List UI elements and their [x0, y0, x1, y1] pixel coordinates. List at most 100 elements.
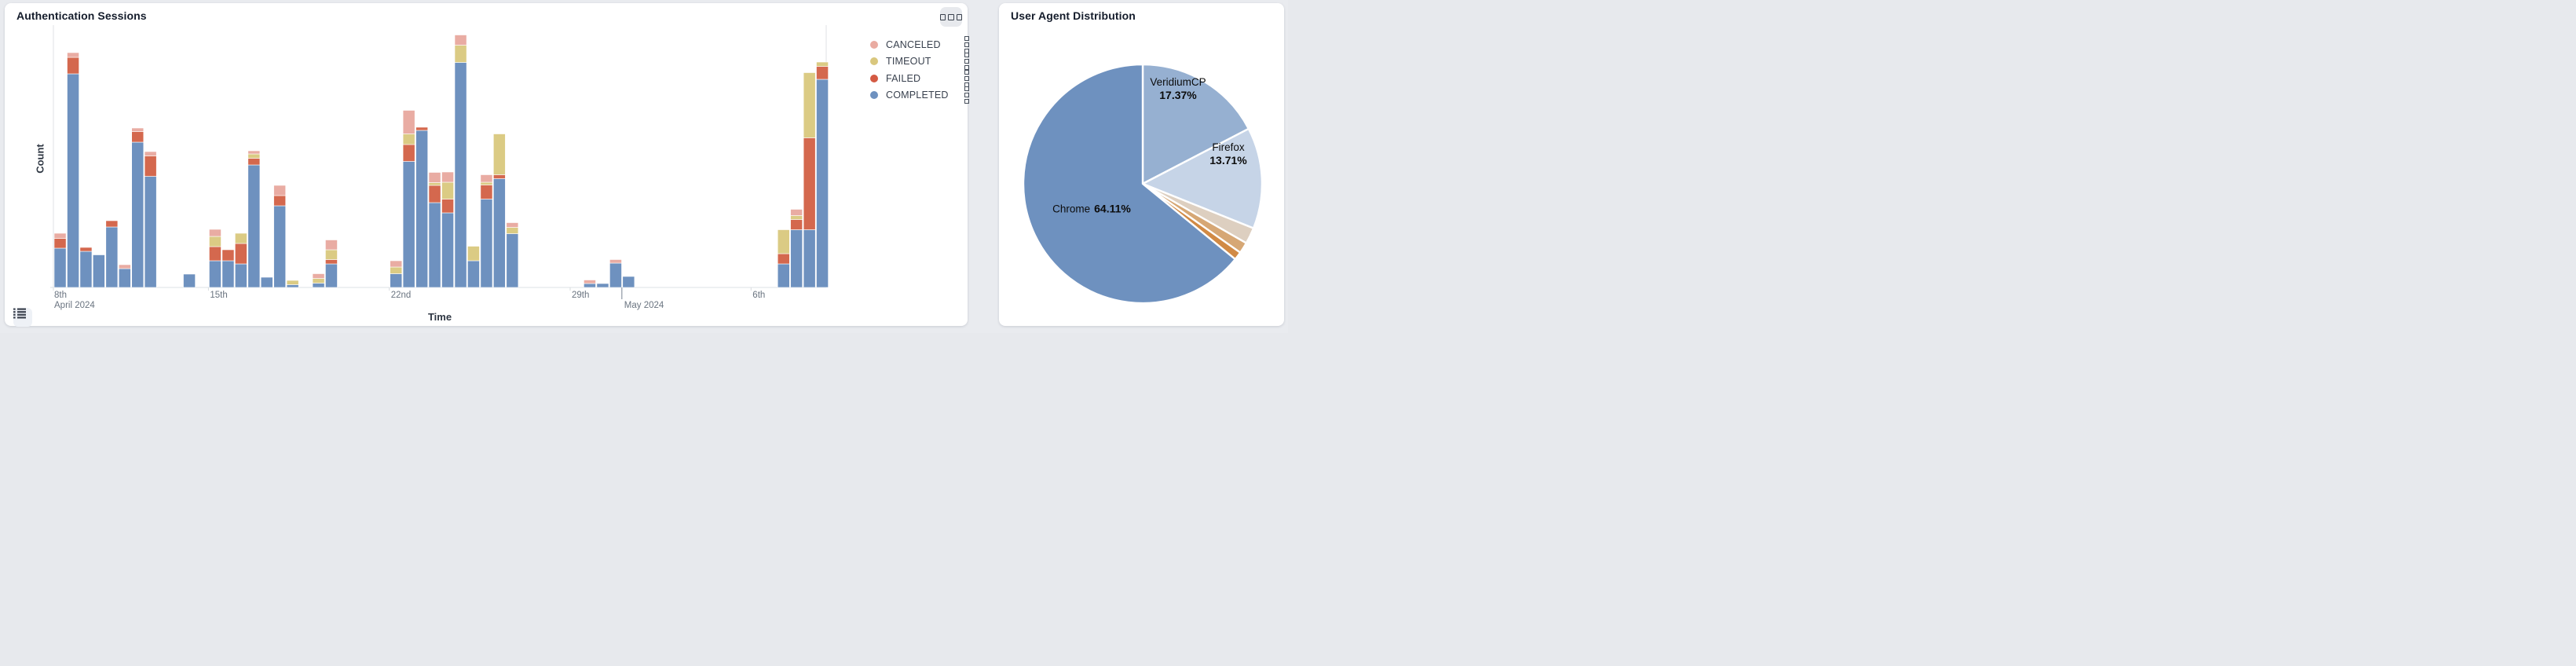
bar-segment-timeout[interactable]: [506, 227, 519, 234]
bar-segment-timeout[interactable]: [467, 246, 480, 262]
bar-segment-completed[interactable]: [415, 130, 428, 288]
bar-segment-completed[interactable]: [119, 268, 131, 288]
bar-segment-completed[interactable]: [79, 251, 93, 288]
bar-segment-timeout[interactable]: [454, 45, 467, 63]
bar-segment-canceled[interactable]: [609, 259, 622, 264]
legend-item-canceled[interactable]: CANCELED: [870, 35, 969, 53]
bar-segment-timeout[interactable]: [402, 134, 415, 145]
bar-segment-canceled[interactable]: [441, 171, 454, 183]
bar-segment-completed[interactable]: [584, 283, 596, 288]
pie-slice-veridiumcp[interactable]: [1141, 63, 1250, 185]
bar-segment-completed[interactable]: [53, 247, 67, 288]
bar-segment-failed[interactable]: [209, 246, 221, 262]
bar-segment-timeout[interactable]: [247, 153, 261, 159]
bar-segment-canceled[interactable]: [584, 280, 596, 284]
bar-segment-timeout[interactable]: [492, 134, 506, 175]
drag-handle-squares-icon[interactable]: [964, 35, 969, 53]
bar-segment-failed[interactable]: [492, 174, 506, 179]
bar-segment-failed[interactable]: [105, 220, 119, 228]
bar-segment-failed[interactable]: [144, 156, 157, 177]
bar-segment-completed[interactable]: [221, 260, 235, 288]
bar-segment-completed[interactable]: [260, 276, 273, 288]
bar-segment-failed[interactable]: [777, 253, 790, 265]
bar-segment-completed[interactable]: [596, 283, 609, 288]
bar-segment-completed[interactable]: [609, 262, 622, 288]
bar-segment-completed[interactable]: [105, 226, 119, 288]
bar-segment-canceled[interactable]: [247, 150, 261, 155]
bar-segment-completed[interactable]: [428, 202, 441, 288]
bar-segment-failed[interactable]: [441, 199, 454, 214]
bar-segment-failed[interactable]: [790, 219, 803, 230]
bar-segment-canceled[interactable]: [390, 260, 403, 268]
bar-segment-canceled[interactable]: [454, 35, 467, 46]
bar-segment-canceled[interactable]: [131, 127, 145, 132]
bar-segment-completed[interactable]: [816, 79, 829, 288]
bar-segment-failed[interactable]: [234, 243, 247, 265]
bar-segment-canceled[interactable]: [325, 240, 338, 251]
bar-segment-completed[interactable]: [67, 73, 79, 288]
bar-segment-failed[interactable]: [402, 144, 415, 162]
bar-segment-completed[interactable]: [209, 260, 221, 288]
bar-segment-canceled[interactable]: [480, 174, 493, 183]
bar-segment-failed[interactable]: [428, 185, 441, 203]
bar-segment-canceled[interactable]: [506, 222, 519, 228]
pie-slice-chrome[interactable]: [1022, 63, 1236, 305]
bar-segment-canceled[interactable]: [312, 273, 325, 279]
bar-segment-failed[interactable]: [415, 126, 428, 131]
data-view-button[interactable]: [13, 308, 32, 327]
bar-segment-timeout[interactable]: [234, 232, 247, 244]
legend-item-timeout[interactable]: TIMEOUT: [870, 53, 969, 71]
bar-segment-failed[interactable]: [131, 131, 145, 143]
bar-segment-completed[interactable]: [93, 254, 105, 288]
bar-segment-failed[interactable]: [53, 238, 67, 249]
drag-handle-squares-icon[interactable]: [964, 86, 969, 104]
bar-segment-completed[interactable]: [402, 161, 415, 288]
bar-segment-completed[interactable]: [803, 229, 816, 288]
bar-segment-completed[interactable]: [273, 205, 287, 288]
bar-segment-canceled[interactable]: [402, 110, 415, 134]
bar-segment-completed[interactable]: [480, 199, 493, 288]
bar-segment-timeout[interactable]: [480, 181, 493, 185]
bar-segment-timeout[interactable]: [312, 278, 325, 284]
legend-item-completed[interactable]: COMPLETED: [870, 86, 969, 104]
bar-segment-timeout[interactable]: [428, 182, 441, 186]
bar-segment-timeout[interactable]: [816, 61, 829, 67]
bar-segment-completed[interactable]: [790, 229, 803, 288]
bar-segment-completed[interactable]: [492, 178, 506, 288]
bar-segment-failed[interactable]: [816, 66, 829, 80]
bar-segment-timeout[interactable]: [286, 280, 299, 285]
bar-segment-timeout[interactable]: [209, 236, 221, 247]
bar-segment-failed[interactable]: [221, 249, 235, 262]
bar-segment-timeout[interactable]: [390, 266, 403, 274]
legend-item-failed[interactable]: FAILED: [870, 69, 969, 87]
panel-menu-button[interactable]: [940, 7, 962, 27]
bar-segment-failed[interactable]: [79, 247, 93, 252]
bar-segment-completed[interactable]: [390, 273, 403, 288]
bar-segment-failed[interactable]: [803, 137, 816, 230]
bar-segment-timeout[interactable]: [441, 181, 454, 199]
bar-segment-canceled[interactable]: [119, 264, 131, 269]
bar-segment-completed[interactable]: [622, 276, 635, 288]
bar-segment-timeout[interactable]: [777, 229, 790, 254]
bar-segment-canceled[interactable]: [428, 172, 441, 183]
bar-segment-timeout[interactable]: [790, 215, 803, 220]
bar-segment-completed[interactable]: [454, 62, 467, 288]
bar-segment-failed[interactable]: [273, 195, 287, 207]
drag-handle-squares-icon[interactable]: [964, 69, 969, 87]
bar-segment-failed[interactable]: [67, 57, 79, 75]
bar-segment-timeout[interactable]: [803, 72, 816, 138]
bar-segment-canceled[interactable]: [144, 151, 157, 156]
bar-segment-canceled[interactable]: [209, 229, 221, 237]
bar-segment-completed[interactable]: [441, 212, 454, 288]
bar-segment-canceled[interactable]: [67, 52, 79, 58]
bar-segment-timeout[interactable]: [325, 249, 338, 260]
bar-segment-completed[interactable]: [183, 273, 196, 288]
bar-segment-completed[interactable]: [247, 164, 261, 288]
bar-segment-failed[interactable]: [480, 185, 493, 199]
pie-slice-firefox[interactable]: [1141, 127, 1264, 229]
bar-segment-completed[interactable]: [286, 284, 299, 288]
bar-segment-completed[interactable]: [506, 233, 519, 288]
drag-handle-squares-icon[interactable]: [964, 53, 969, 71]
bar-segment-completed[interactable]: [777, 263, 790, 288]
bar-segment-completed[interactable]: [312, 283, 325, 288]
